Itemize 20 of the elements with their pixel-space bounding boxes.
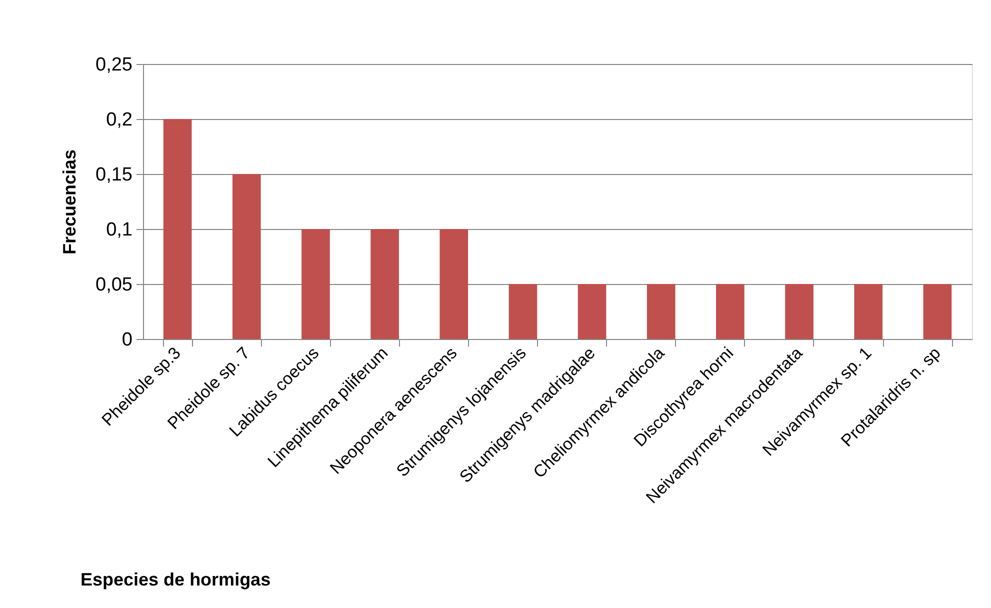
bar bbox=[440, 229, 468, 339]
y-tick-label: 0 bbox=[122, 330, 132, 350]
bar bbox=[232, 174, 261, 339]
bar bbox=[302, 229, 330, 339]
bar bbox=[716, 284, 744, 339]
y-tick-label: 0,2 bbox=[106, 110, 132, 130]
bar bbox=[646, 284, 676, 339]
y-tick-label: 0,25 bbox=[96, 54, 132, 76]
bar bbox=[785, 284, 814, 339]
y-axis-title: Frecuencias bbox=[60, 149, 80, 255]
bar bbox=[370, 229, 399, 339]
bar bbox=[508, 284, 538, 339]
bar bbox=[163, 119, 192, 339]
bar bbox=[578, 284, 606, 339]
x-axis-title: Especies de hormigas bbox=[80, 570, 271, 590]
y-tick-label: 0,15 bbox=[96, 164, 132, 186]
y-tick-label: 0,05 bbox=[96, 274, 132, 296]
y-tick-label: 0,1 bbox=[106, 220, 132, 240]
bar bbox=[923, 284, 952, 339]
bar bbox=[854, 284, 883, 339]
